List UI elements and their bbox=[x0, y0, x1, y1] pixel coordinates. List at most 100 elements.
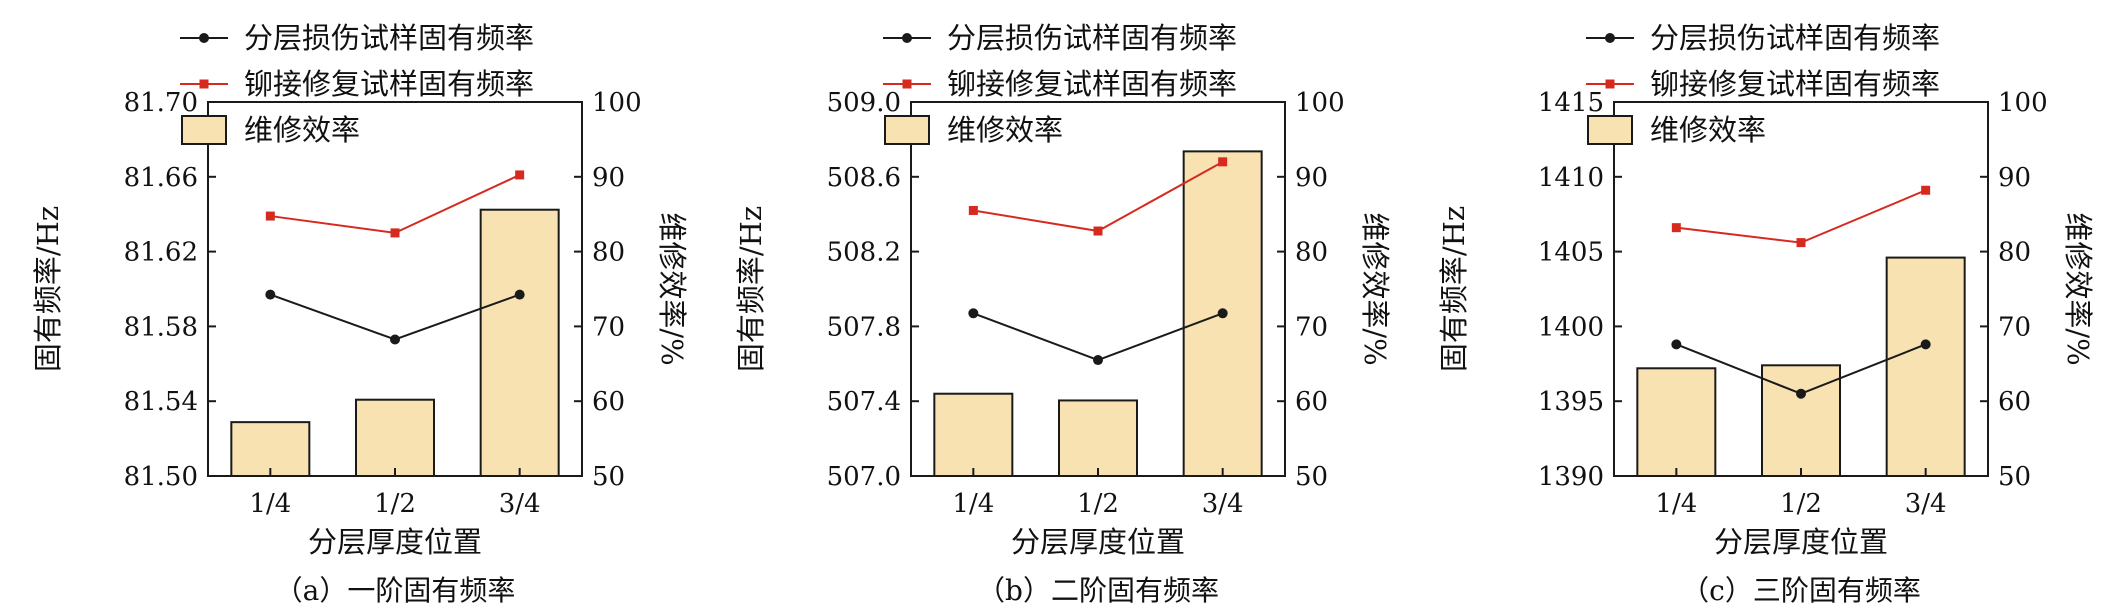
x-tick-label: 1/2 bbox=[1780, 489, 1822, 519]
y-tick-label: 1395 bbox=[1538, 387, 1604, 417]
series-point-1 bbox=[1921, 185, 1931, 195]
series-point-0 bbox=[1920, 339, 1931, 350]
y2-tick-label: 70 bbox=[1998, 312, 2031, 342]
y-tick-label: 508.6 bbox=[827, 163, 901, 193]
y2-tick-label: 60 bbox=[1998, 387, 2031, 417]
series-point-1 bbox=[968, 205, 978, 215]
x-axis-label: 分层厚度位置 bbox=[1011, 525, 1185, 559]
y-tick-label: 81.62 bbox=[124, 238, 198, 268]
series-point-1 bbox=[515, 170, 525, 180]
y2-tick-label: 50 bbox=[1295, 462, 1328, 492]
y2-tick-label: 60 bbox=[592, 387, 625, 417]
y2-tick-label: 90 bbox=[1998, 163, 2031, 193]
legend-bar-swatch bbox=[1587, 115, 1633, 145]
series-point-1 bbox=[265, 211, 275, 221]
y2-axis-label: 维修效率/% bbox=[655, 212, 689, 365]
y2-tick-label: 100 bbox=[1998, 88, 2048, 118]
legend-label-0: 分层损伤试样固有频率 bbox=[947, 21, 1237, 55]
y2-tick-label: 100 bbox=[592, 88, 642, 118]
legend-label-1: 铆接修复试样固有频率 bbox=[1650, 67, 1940, 101]
series-point-0 bbox=[390, 334, 400, 345]
y-tick-label: 81.70 bbox=[124, 88, 198, 118]
legend-label-1: 铆接修复试样固有频率 bbox=[244, 67, 534, 101]
y2-tick-label: 70 bbox=[592, 312, 625, 342]
legend-marker-0 bbox=[902, 33, 912, 43]
series-point-0 bbox=[1217, 308, 1228, 319]
y-tick-label: 81.66 bbox=[124, 163, 198, 193]
x-axis-label: 分层厚度位置 bbox=[308, 525, 482, 559]
y-tick-label: 508.2 bbox=[827, 238, 901, 268]
series-point-0 bbox=[968, 308, 979, 319]
series-point-1 bbox=[1218, 157, 1228, 167]
y2-axis-label: 维修效率/% bbox=[2061, 212, 2095, 365]
x-tick-label: 1/4 bbox=[952, 489, 994, 519]
chart-svg: 1390 1395 1400 1405 1410 1415 50 60 70 80 90 100 1/4… bbox=[1437, 21, 2095, 607]
chart-svg: 81.50 81.54 81.58 81.62 81.66 81.70 50 60 70 80 90… bbox=[31, 21, 689, 607]
legend-label-bars: 维修效率 bbox=[244, 113, 360, 147]
y-axis-label: 固有频率/Hz bbox=[734, 206, 768, 372]
x-tick-label: 3/4 bbox=[1202, 489, 1244, 519]
y2-tick-label: 80 bbox=[1295, 238, 1328, 268]
legend-marker-1 bbox=[1605, 79, 1615, 89]
legend-bar-swatch bbox=[884, 115, 930, 145]
legend-label-1: 铆接修复试样固有频率 bbox=[947, 67, 1237, 101]
chart-panel: 507.0 507.4 507.8 508.2 508.6 509.0 50 60 70 80 90… bbox=[703, 0, 1406, 615]
bar-efficiency bbox=[933, 392, 1014, 477]
y2-tick-label: 90 bbox=[1295, 163, 1328, 193]
legend-label-0: 分层损伤试样固有频率 bbox=[1650, 21, 1940, 55]
y-tick-label: 1390 bbox=[1538, 462, 1604, 492]
y-tick-label: 81.54 bbox=[124, 387, 198, 417]
x-tick-label: 1/2 bbox=[1077, 489, 1119, 519]
series-point-1 bbox=[1796, 238, 1806, 248]
legend-marker-0 bbox=[1605, 33, 1615, 43]
y2-tick-label: 50 bbox=[1998, 462, 2031, 492]
legend-marker-1 bbox=[902, 79, 912, 89]
x-axis-label: 分层厚度位置 bbox=[1714, 525, 1888, 559]
x-tick-label: 1/4 bbox=[249, 489, 291, 519]
chart-svg: 507.0 507.4 507.8 508.2 508.6 509.0 50 60 70 80 90… bbox=[734, 21, 1392, 607]
chart-caption: （c）三阶固有频率 bbox=[1681, 574, 1921, 607]
y2-tick-label: 100 bbox=[1295, 88, 1345, 118]
series-point-0 bbox=[1093, 355, 1103, 366]
bar-efficiency bbox=[479, 208, 560, 477]
series-point-1 bbox=[390, 228, 400, 238]
x-tick-label: 1/4 bbox=[1655, 489, 1697, 519]
y2-tick-label: 60 bbox=[1295, 387, 1328, 417]
x-tick-label: 1/2 bbox=[374, 489, 416, 519]
bar-efficiency bbox=[1058, 399, 1138, 477]
legend-label-bars: 维修效率 bbox=[947, 113, 1063, 147]
y-tick-label: 1400 bbox=[1538, 312, 1604, 342]
y-tick-label: 81.50 bbox=[124, 462, 198, 492]
y2-tick-label: 80 bbox=[592, 238, 625, 268]
y2-tick-label: 80 bbox=[1998, 238, 2031, 268]
bar-efficiency bbox=[355, 398, 435, 478]
y-tick-label: 1415 bbox=[1538, 88, 1604, 118]
y-axis-label: 固有频率/Hz bbox=[1437, 206, 1471, 372]
series-point-0 bbox=[265, 289, 276, 300]
legend-marker-1 bbox=[199, 79, 209, 89]
y-tick-label: 507.4 bbox=[827, 387, 901, 417]
series-point-0 bbox=[1671, 339, 1682, 350]
y-tick-label: 509.0 bbox=[827, 88, 901, 118]
y-tick-label: 507.8 bbox=[827, 312, 901, 342]
series-point-1 bbox=[1093, 226, 1103, 236]
y-tick-label: 1410 bbox=[1538, 163, 1604, 193]
y2-tick-label: 70 bbox=[1295, 312, 1328, 342]
bar-efficiency bbox=[1885, 256, 1966, 478]
y2-tick-label: 90 bbox=[592, 163, 625, 193]
y-axis-label: 固有频率/Hz bbox=[31, 206, 65, 372]
bar-efficiency bbox=[230, 421, 311, 478]
chart-panel: 81.50 81.54 81.58 81.62 81.66 81.70 50 60 70 80 90… bbox=[0, 0, 703, 615]
chart-panel: 1390 1395 1400 1405 1410 1415 50 60 70 80 90 100 1/4… bbox=[1406, 0, 2109, 615]
x-tick-label: 3/4 bbox=[499, 489, 541, 519]
series-line-1 bbox=[1676, 189, 1927, 244]
legend-label-bars: 维修效率 bbox=[1650, 113, 1766, 147]
series-point-0 bbox=[1796, 388, 1806, 399]
y-tick-label: 81.58 bbox=[124, 312, 198, 342]
x-tick-label: 3/4 bbox=[1905, 489, 1947, 519]
y2-axis-label: 维修效率/% bbox=[1358, 212, 1392, 365]
legend-bar-swatch bbox=[181, 115, 227, 145]
y2-tick-label: 50 bbox=[592, 462, 625, 492]
chart-caption: （b）二阶固有频率 bbox=[977, 574, 1219, 607]
